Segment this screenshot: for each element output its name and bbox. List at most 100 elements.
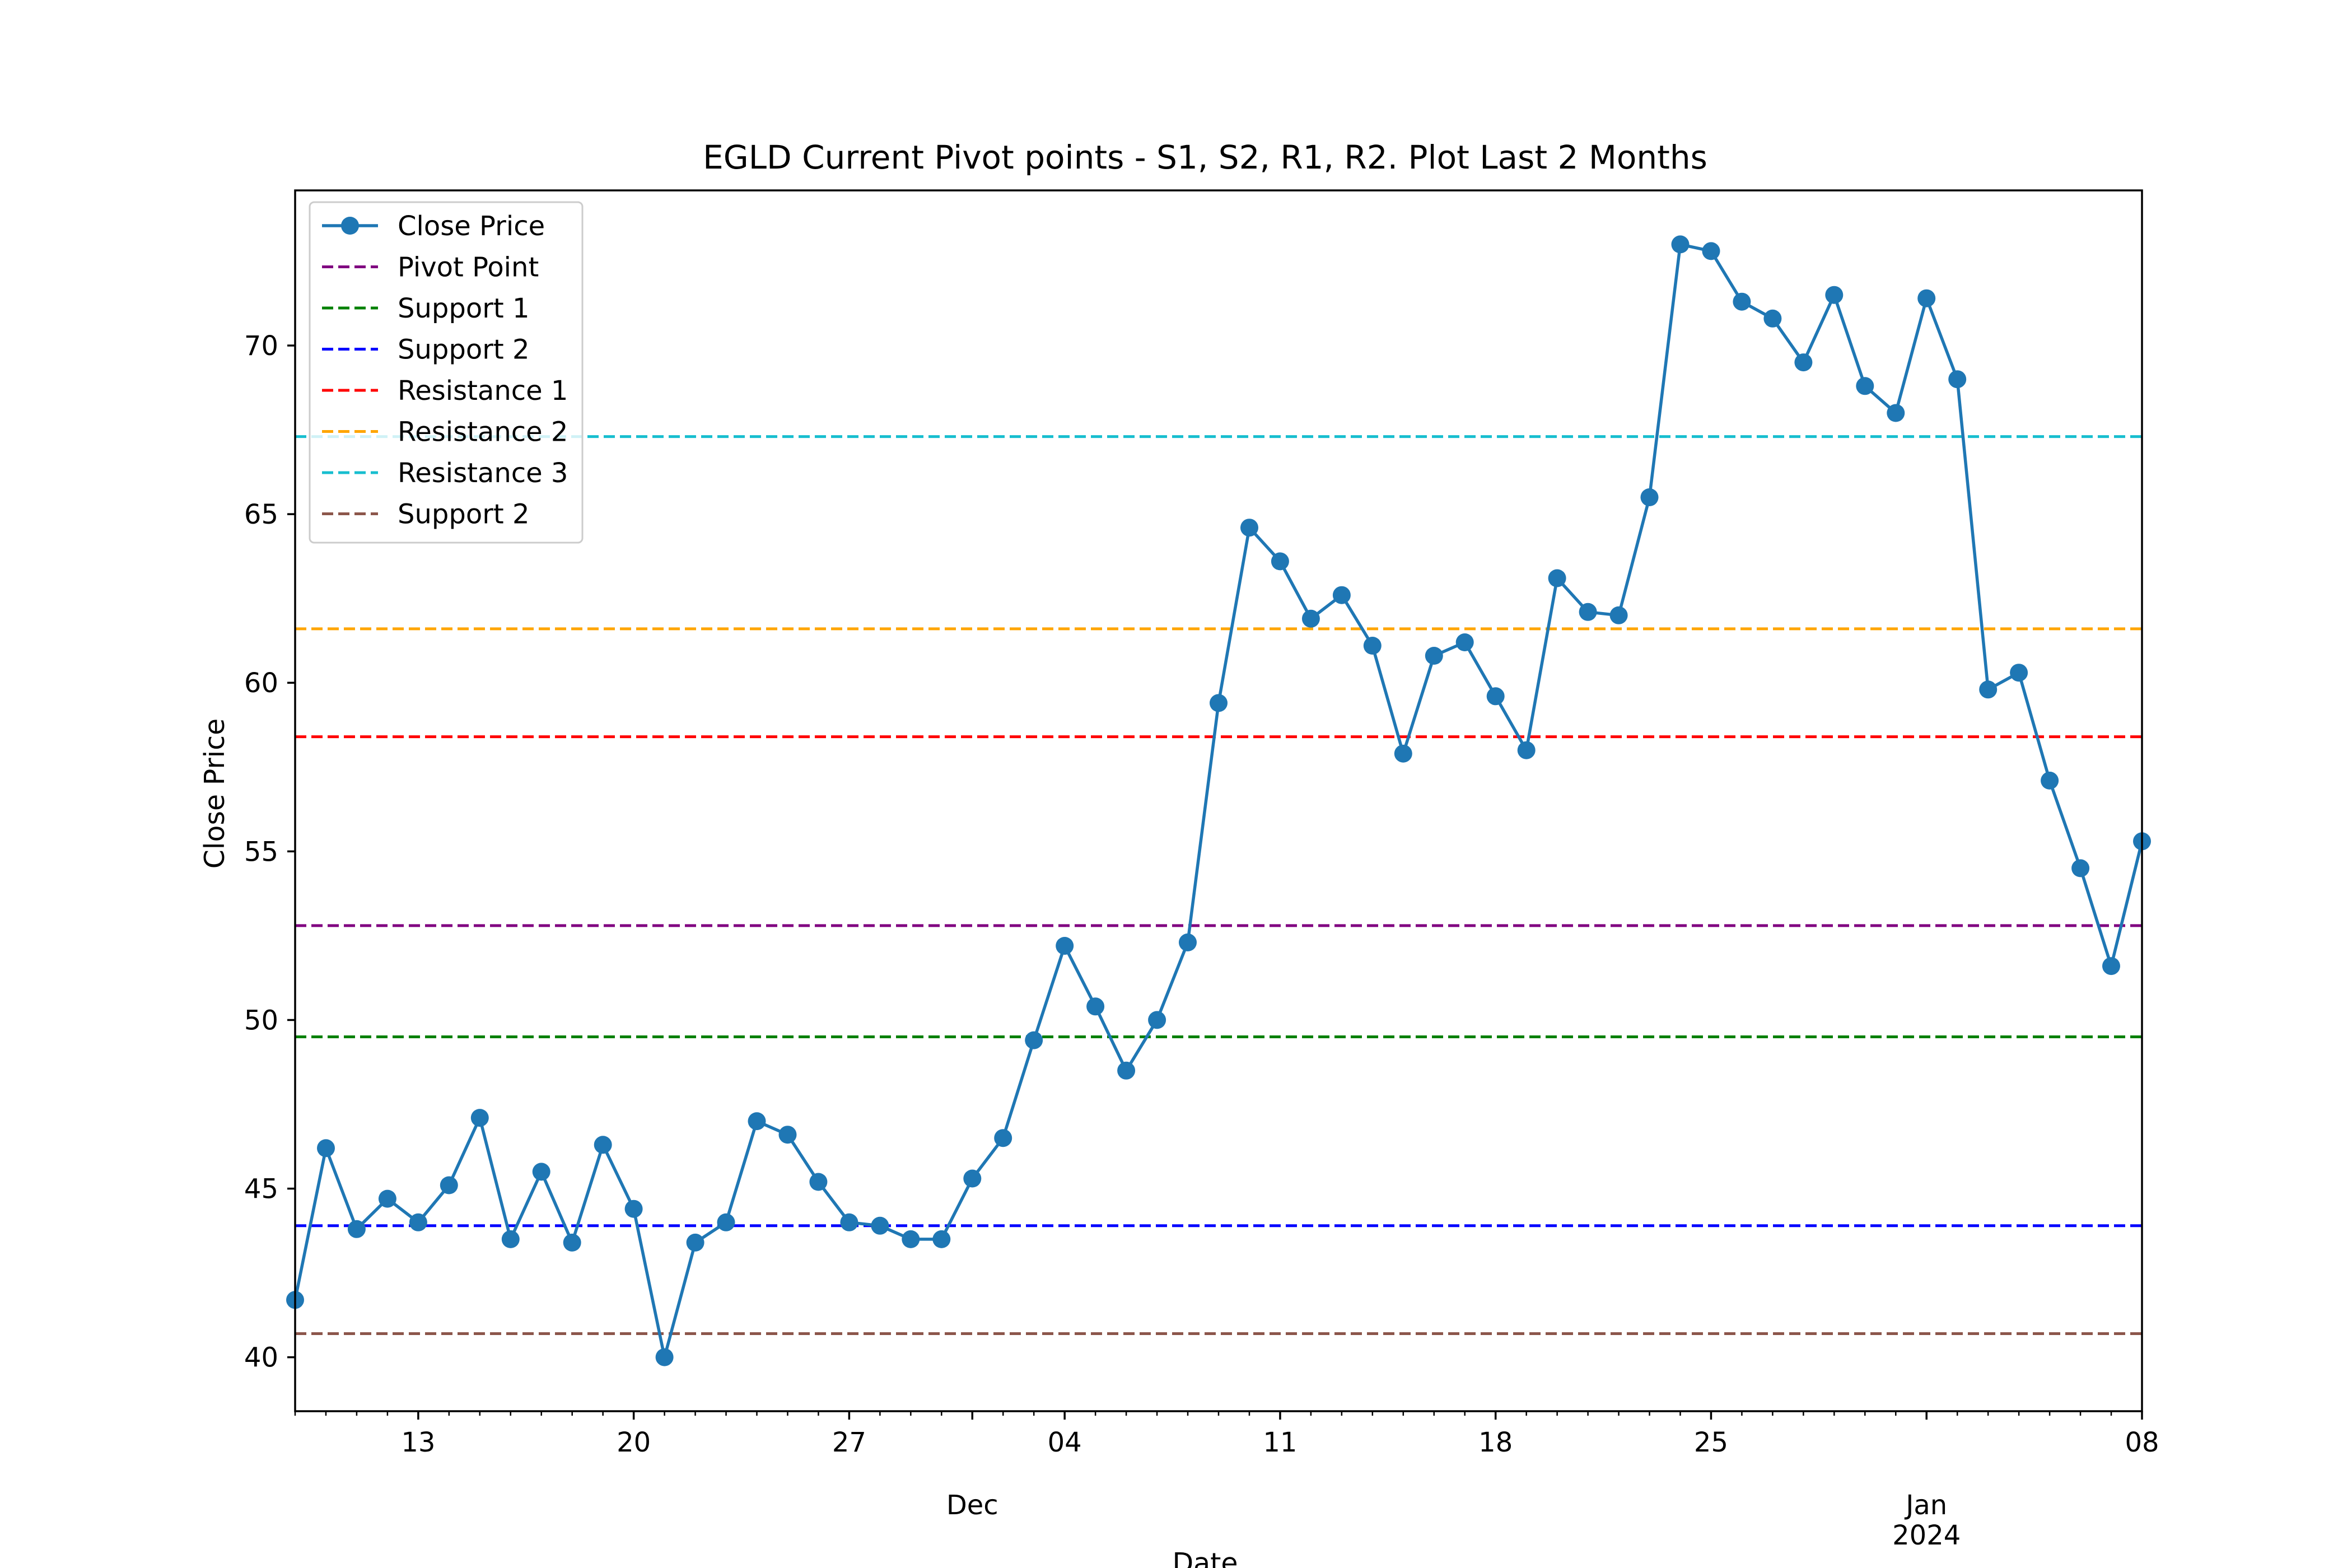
close-price-point: [1301, 609, 1320, 628]
x-month-label: Jan: [1904, 1490, 1947, 1521]
plot-background: [295, 190, 2142, 1411]
x-tick-label: 11: [1263, 1427, 1297, 1458]
close-price-point: [440, 1176, 458, 1194]
close-price-point: [1579, 603, 1597, 621]
x-tick-label: 13: [401, 1427, 435, 1458]
close-price-point: [1148, 1011, 1166, 1029]
close-price-point: [1455, 633, 1474, 651]
x-tick-label: 27: [832, 1427, 866, 1458]
close-price-point: [1763, 309, 1782, 328]
close-price-point: [748, 1112, 766, 1131]
close-price-point: [1425, 647, 1443, 665]
x-month-label: Dec: [946, 1490, 998, 1521]
y-tick-label: 45: [244, 1174, 278, 1205]
close-price-point: [2010, 664, 2028, 682]
close-price-point: [1825, 286, 1844, 304]
legend: Close Price Pivot Point Support 1 Support 2…: [309, 201, 584, 544]
close-price-point: [902, 1230, 920, 1248]
close-price-point: [1210, 694, 1228, 712]
plot-area: [295, 190, 2142, 1411]
x-tick-label: 25: [1694, 1427, 1728, 1458]
close-price-point: [1979, 680, 1998, 699]
close-price-point: [1240, 519, 1258, 537]
close-price-point: [1517, 741, 1536, 759]
close-price-series: [286, 235, 2151, 1366]
close-price-point: [1887, 404, 1905, 422]
close-price-point: [1332, 586, 1351, 604]
y-tick-label: 40: [244, 1342, 278, 1374]
close-price-point: [1394, 744, 1412, 763]
legend-entry: Pivot Point: [322, 252, 539, 283]
close-price-point: [1056, 937, 1074, 955]
close-price-point: [347, 1220, 366, 1238]
close-price-point: [1486, 687, 1505, 706]
close-price-point: [2102, 957, 2120, 976]
close-price-point: [563, 1233, 581, 1252]
y-tick-label: 70: [244, 330, 278, 362]
close-price-point: [2041, 771, 2059, 790]
close-price-point: [624, 1200, 643, 1218]
close-price-point: [1733, 292, 1751, 311]
legend-label: Pivot Point: [398, 252, 539, 283]
close-price-point: [470, 1109, 489, 1127]
close-price-point: [932, 1230, 951, 1248]
x-tick-label: 18: [1478, 1427, 1513, 1458]
legend-label: Close Price: [398, 211, 545, 242]
legend-label: Support 2: [398, 334, 530, 366]
close-price-point: [409, 1213, 427, 1231]
close-price-point: [963, 1169, 982, 1188]
close-price-point: [994, 1129, 1012, 1147]
close-price-point: [532, 1163, 550, 1181]
y-axis-label: Close Price: [199, 718, 231, 869]
close-price-point: [501, 1230, 520, 1248]
close-price-point: [871, 1216, 889, 1235]
chart-title: EGLD Current Pivot points - S1, S2, R1, …: [703, 138, 1707, 176]
close-price-point: [2071, 859, 2090, 878]
close-price-point: [1179, 933, 1197, 951]
close-price-point: [317, 1139, 335, 1158]
close-price-point: [378, 1189, 396, 1208]
close-price-point: [1548, 569, 1566, 587]
legend-label: Resistance 2: [398, 417, 568, 448]
legend-entry: Support 1: [322, 293, 530, 324]
x-tick-label: 04: [1048, 1427, 1082, 1458]
close-price-point: [1917, 289, 1936, 307]
close-price-point: [1117, 1061, 1136, 1080]
legend-label: Resistance 3: [398, 458, 568, 489]
close-price-point: [1671, 235, 1690, 254]
y-tick-label: 50: [244, 1005, 278, 1036]
close-price-point: [594, 1136, 612, 1154]
close-price-point: [1086, 997, 1105, 1016]
x-tick-label: 08: [2125, 1427, 2159, 1458]
legend-label: Support 1: [398, 293, 530, 324]
legend-entry: Resistance 1: [322, 375, 568, 407]
legend-entry: Support 2: [322, 499, 530, 530]
close-price-point: [1856, 377, 1874, 395]
y-tick-label: 55: [244, 836, 278, 867]
legend-label: Support 2: [398, 499, 530, 530]
legend-box: [309, 201, 584, 544]
close-price-point: [717, 1213, 735, 1231]
x-tick-label: 20: [617, 1427, 651, 1458]
legend-entry: Support 2: [322, 334, 530, 366]
close-price-point: [1640, 488, 1659, 506]
legend-entry: Resistance 2: [322, 417, 568, 448]
legend-label: Resistance 1: [398, 375, 568, 407]
close-price-point: [1271, 552, 1289, 571]
close-price-point: [655, 1348, 674, 1366]
y-tick-label: 65: [244, 499, 278, 530]
close-price-point: [1702, 242, 1720, 260]
close-price-point: [1363, 637, 1382, 655]
close-price-point: [1609, 606, 1628, 624]
close-price-point: [809, 1173, 828, 1191]
legend-entry: Close Price: [322, 211, 545, 242]
close-price-point: [778, 1126, 797, 1144]
close-price-point: [840, 1213, 858, 1231]
legend-swatch-marker: [341, 217, 359, 235]
close-price-point: [1948, 370, 1967, 389]
legend-entry: Resistance 3: [322, 458, 568, 489]
close-price-point: [686, 1233, 704, 1252]
x-axis-label: Date: [1172, 1547, 1238, 1568]
